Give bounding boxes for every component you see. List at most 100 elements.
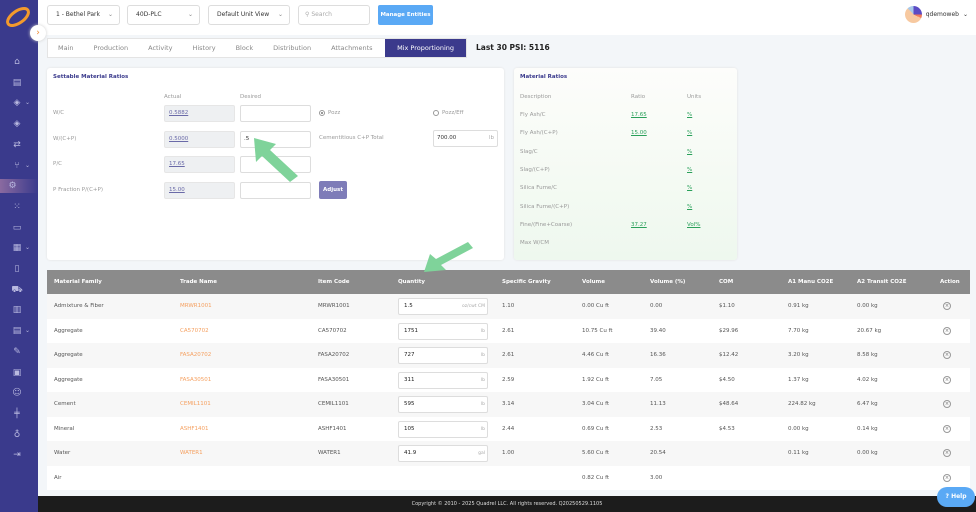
cell-volpct: 3.00: [650, 474, 663, 481]
column-header-trade-name: Trade Name: [180, 279, 217, 285]
cell-volpct: 7.05: [650, 376, 663, 383]
units-link[interactable]: %: [687, 148, 693, 155]
calendar-icon[interactable]: ▦: [12, 243, 22, 254]
layers-icon[interactable]: ◈: [13, 98, 21, 109]
column-header-a1-manu-co2e: A1 Manu CO2E: [788, 279, 834, 285]
home-icon[interactable]: ⌂: [14, 57, 20, 67]
truck-icon[interactable]: ⛟: [11, 284, 23, 295]
tab-block[interactable]: Block: [235, 44, 254, 52]
units-link[interactable]: %: [687, 203, 693, 210]
desired-input[interactable]: [240, 156, 311, 173]
tab-activity[interactable]: Activity: [148, 44, 173, 52]
ratio-value-link[interactable]: 37.27: [631, 221, 647, 228]
ratio-value-link[interactable]: 15.00: [631, 130, 647, 137]
site-select[interactable]: 1 - Bethel Park ⌄: [47, 5, 120, 25]
document-icon[interactable]: ▤: [12, 77, 22, 88]
desired-header: Desired: [240, 94, 262, 100]
nodes-icon[interactable]: ⁙: [13, 201, 21, 212]
units-link[interactable]: %: [687, 185, 693, 192]
pozz-eff-radio[interactable]: [433, 110, 439, 116]
trade-name-link[interactable]: WATER1: [180, 450, 203, 456]
plant-select[interactable]: 40D-PLC ⌄: [127, 5, 200, 25]
column-header-com: COM: [719, 279, 734, 285]
cell-volpct: 0.00: [650, 303, 663, 309]
chevron-down-icon: ⌄: [277, 11, 283, 18]
cell-a2: 0.00 kg: [857, 450, 878, 456]
swap-icon[interactable]: ⇄: [13, 139, 21, 150]
help-button[interactable]: ? Help: [937, 487, 975, 507]
desired-input[interactable]: [240, 105, 311, 122]
network-icon[interactable]: ⑂: [14, 160, 20, 171]
adjust-button[interactable]: Adjust: [319, 181, 347, 199]
quantity-unit: lb: [480, 377, 485, 383]
cementitious-label: Cementitious C+P Total: [319, 135, 384, 141]
quantity-input[interactable]: 1.5 oz/cwt CM: [398, 298, 488, 315]
tab-history[interactable]: History: [192, 44, 216, 52]
trade-name-link[interactable]: CEMIL1101: [180, 401, 211, 407]
tab-distribution[interactable]: Distribution: [273, 44, 312, 52]
quantity-input[interactable]: 1751 lb: [398, 322, 488, 340]
column-header-material-family: Material Family: [54, 279, 102, 285]
remove-row-icon[interactable]: ×: [943, 400, 951, 408]
remove-row-icon[interactable]: ×: [943, 351, 951, 359]
actual-value[interactable]: 15.00: [164, 181, 235, 199]
chart-icon[interactable]: ▥: [12, 305, 22, 316]
actual-value[interactable]: 0.5882: [164, 105, 235, 122]
notes-icon[interactable]: ▤: [12, 326, 22, 337]
trade-name-link[interactable]: FASA20702: [180, 352, 212, 358]
cell-sg: 2.61: [502, 352, 515, 358]
quantity-input[interactable]: 41.9 gal: [398, 445, 488, 462]
units-link[interactable]: %: [687, 130, 693, 137]
remove-row-icon[interactable]: ×: [943, 449, 951, 457]
remove-row-icon[interactable]: ×: [943, 424, 951, 433]
unit-view-select[interactable]: Default Unit View ⌄: [208, 5, 290, 25]
remove-row-icon[interactable]: ×: [943, 302, 951, 310]
sliders-icon[interactable]: ╪: [14, 408, 20, 419]
cell-family: Aggregate: [54, 327, 83, 334]
tab-main[interactable]: Main: [58, 44, 74, 52]
ratio-value-link[interactable]: 17.65: [631, 112, 647, 118]
remove-row-icon[interactable]: ×: [943, 326, 951, 335]
quantity-value: 311: [404, 376, 415, 383]
tag-icon[interactable]: ✎: [13, 346, 21, 357]
desired-input[interactable]: [240, 181, 311, 199]
trade-name-link[interactable]: CA570702: [180, 327, 209, 334]
quantity-value: 105: [404, 425, 415, 432]
remove-row-icon[interactable]: ×: [943, 473, 951, 482]
quantity-input[interactable]: 105 lb: [398, 420, 488, 438]
logout-icon[interactable]: ⇥: [13, 450, 21, 461]
manage-entities-button[interactable]: Manage Entities: [378, 5, 433, 25]
ratio-description: Slag/(C+P): [520, 166, 550, 173]
table-row: Aggregate FASA20702 FASA20702 2.61 4.46 Cu f…: [47, 343, 970, 368]
users-icon[interactable]: ☺: [12, 388, 22, 399]
tab-attachments[interactable]: Attachments: [331, 44, 373, 52]
clipboard-icon[interactable]: ▣: [12, 367, 22, 378]
pozz-radio[interactable]: [319, 110, 325, 116]
units-link[interactable]: %: [687, 112, 693, 118]
trade-name-link[interactable]: MRWR1001: [180, 303, 212, 309]
cup-icon[interactable]: ▯: [14, 264, 20, 274]
units-link[interactable]: Vol%: [687, 221, 701, 228]
actual-value[interactable]: 0.5000: [164, 130, 235, 148]
tab-mix-proportioning[interactable]: Mix Proportioning: [385, 39, 466, 57]
moneybag-icon[interactable]: ♁: [13, 429, 21, 440]
panel-title: Settable Material Ratios: [53, 74, 129, 80]
quantity-input[interactable]: 727 lb: [398, 347, 488, 364]
trade-name-link[interactable]: ASHF1401: [180, 425, 209, 432]
expand-sidebar-button[interactable]: ›: [30, 25, 46, 41]
folder-icon[interactable]: ▭: [12, 222, 22, 233]
cell-a2: 6.47 kg: [857, 401, 878, 407]
units-link[interactable]: %: [687, 166, 693, 173]
actual-value[interactable]: 17.65: [164, 156, 235, 173]
stack-icon[interactable]: ◈: [13, 119, 21, 130]
mix-icon[interactable]: ⚙: [0, 179, 38, 194]
desired-input[interactable]: .5: [240, 130, 311, 148]
quantity-input[interactable]: 311 lb: [398, 371, 488, 389]
cementitious-total-input[interactable]: 700.00 lb: [433, 130, 498, 147]
tab-production[interactable]: Production: [93, 44, 129, 52]
quantity-input[interactable]: 595 lb: [398, 396, 488, 413]
search-input[interactable]: ⚲ Search: [298, 5, 370, 25]
user-menu[interactable]: qdemoweb ⌄: [904, 6, 968, 23]
remove-row-icon[interactable]: ×: [943, 375, 951, 384]
trade-name-link[interactable]: FASA30501: [180, 376, 212, 383]
